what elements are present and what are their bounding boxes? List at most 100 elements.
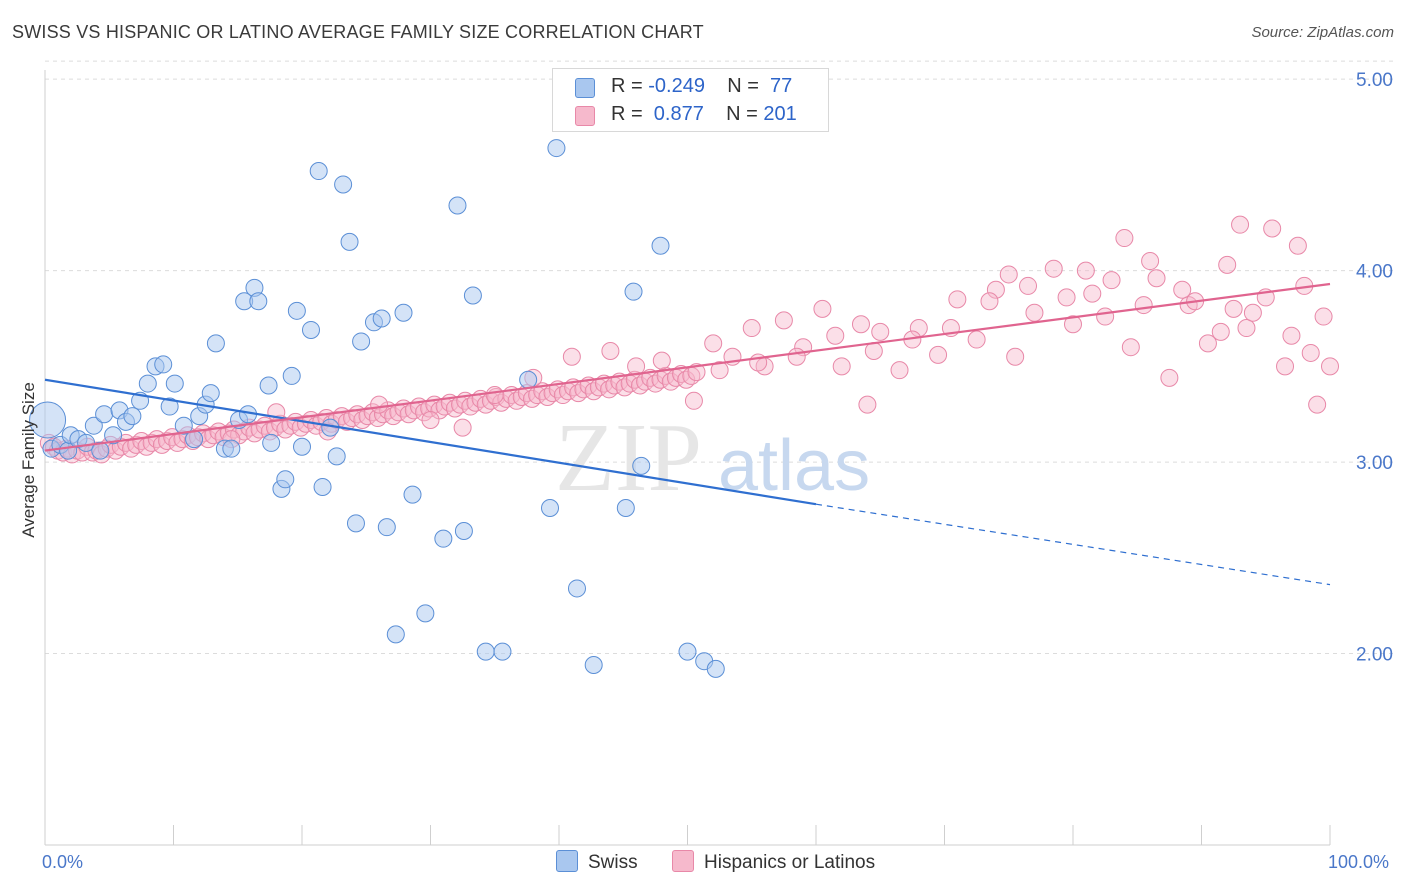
hispanic-point bbox=[742, 319, 761, 338]
hispanic-point bbox=[562, 347, 581, 366]
swiss-point bbox=[651, 236, 670, 255]
hispanic-point bbox=[858, 395, 877, 414]
legend-hisp-n-label: N = bbox=[726, 103, 764, 125]
legend-swiss-n-label: N = bbox=[727, 75, 765, 97]
swiss-point bbox=[454, 522, 473, 540]
swiss-point bbox=[282, 366, 301, 385]
swiss-point bbox=[262, 433, 281, 452]
bottom-legend-hisp-label: Hispanics or Latinos bbox=[704, 852, 876, 873]
hispanic-point bbox=[1243, 303, 1262, 322]
hispanic-point bbox=[1314, 307, 1333, 326]
bottom-legend-swiss-label: Swiss bbox=[588, 852, 638, 873]
swiss-legend-swatch bbox=[556, 850, 578, 872]
swiss-point bbox=[222, 439, 241, 458]
swiss-point bbox=[201, 384, 220, 403]
swiss-point bbox=[416, 604, 435, 623]
swiss-point bbox=[206, 334, 225, 353]
swiss-point bbox=[276, 470, 295, 489]
swiss-point bbox=[249, 292, 268, 311]
swiss-point bbox=[519, 370, 538, 389]
swiss-point bbox=[84, 416, 103, 435]
hispanic-point bbox=[1218, 255, 1237, 274]
hispanic-point bbox=[1121, 338, 1140, 357]
swiss-point bbox=[434, 529, 453, 548]
hispanic-point bbox=[1173, 280, 1192, 299]
legend: R = -0.249 N = 77 R = 0.877 N = 201 bbox=[552, 68, 829, 132]
hispanic-point bbox=[684, 391, 703, 410]
hispanic-point bbox=[1301, 343, 1320, 362]
swiss-point bbox=[448, 196, 467, 215]
swiss-point bbox=[259, 376, 278, 395]
hispanic-point bbox=[1019, 276, 1038, 295]
swiss-point bbox=[29, 401, 67, 439]
hispanic-trend-line bbox=[44, 282, 1331, 452]
swiss-swatch bbox=[575, 78, 595, 98]
hispanic-point bbox=[1141, 252, 1160, 271]
hispanic-point bbox=[1308, 395, 1327, 414]
y-tick-label: 3.00 bbox=[1356, 453, 1393, 474]
hispanic-point bbox=[890, 361, 909, 380]
swiss-trend-line bbox=[44, 378, 817, 506]
hispanic-point bbox=[1160, 368, 1179, 387]
swiss-point bbox=[154, 355, 173, 374]
chart-title: SWISS VS HISPANIC OR LATINO AVERAGE FAMI… bbox=[12, 22, 704, 42]
hispanic-point bbox=[871, 322, 890, 341]
legend-swiss-r: -0.249 bbox=[648, 75, 705, 97]
hispanic-point bbox=[980, 292, 999, 311]
swiss-point bbox=[185, 430, 204, 449]
hispanic-point bbox=[1064, 315, 1082, 334]
swiss-point bbox=[616, 499, 635, 518]
hispanic-point bbox=[704, 334, 723, 353]
hispanic-point bbox=[1025, 303, 1044, 322]
watermark-atlas: atlas bbox=[718, 426, 870, 506]
legend-hisp-n: 201 bbox=[763, 103, 797, 125]
hispanic-point bbox=[1211, 322, 1230, 341]
swiss-point bbox=[567, 579, 586, 598]
hispanic-point bbox=[1237, 319, 1256, 338]
source-credit: Source: ZipAtlas.com bbox=[1251, 24, 1394, 41]
watermark-zip: ZIP bbox=[555, 404, 702, 512]
swiss-trend-extension bbox=[815, 503, 1331, 586]
swiss-point bbox=[160, 397, 179, 416]
hispanic-point bbox=[999, 265, 1018, 284]
hispanic-point bbox=[453, 418, 472, 437]
swiss-point bbox=[301, 320, 320, 339]
hispanic-point bbox=[1321, 357, 1339, 376]
swiss-point bbox=[165, 374, 184, 393]
swiss-point bbox=[476, 642, 495, 661]
hispanic-point bbox=[986, 280, 1005, 299]
hispanic-point bbox=[1231, 215, 1250, 234]
y-tick-label: 4.00 bbox=[1356, 262, 1393, 283]
swiss-point bbox=[706, 659, 725, 678]
hispanic-point bbox=[826, 326, 845, 345]
axes bbox=[44, 70, 1331, 846]
swiss-point bbox=[138, 374, 157, 393]
hispanic-point bbox=[948, 290, 967, 309]
hispanic-point bbox=[370, 395, 389, 414]
hispanic-point bbox=[1076, 261, 1095, 280]
swiss-points bbox=[29, 139, 725, 678]
swiss-point bbox=[352, 332, 371, 351]
bottom-legend-swiss: Swiss bbox=[556, 850, 638, 874]
swiss-point bbox=[493, 642, 512, 661]
swiss-point bbox=[309, 162, 328, 181]
trend-lines bbox=[44, 282, 1331, 586]
y-tick-labels: 2.00 3.00 4.00 5.00 bbox=[1356, 70, 1393, 665]
hispanic-point bbox=[813, 299, 832, 318]
y-axis-label: Average Family Size bbox=[19, 382, 38, 538]
swiss-point bbox=[372, 309, 391, 328]
hispanic-point bbox=[652, 351, 671, 370]
legend-hisp-r: 0.877 bbox=[648, 103, 704, 125]
hispanic-point bbox=[967, 330, 986, 349]
hispanic-point bbox=[929, 345, 948, 364]
swiss-point bbox=[394, 303, 413, 322]
hispanic-point bbox=[1134, 296, 1153, 315]
hispanic-point bbox=[1224, 299, 1243, 318]
swiss-point bbox=[584, 656, 603, 675]
hispanic-point bbox=[710, 361, 729, 380]
grid-lines bbox=[45, 60, 1395, 655]
x-tick-min: 0.0% bbox=[42, 852, 84, 872]
swiss-point bbox=[624, 282, 643, 301]
swiss-point bbox=[377, 518, 396, 537]
